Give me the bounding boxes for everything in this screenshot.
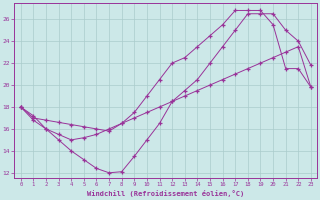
X-axis label: Windchill (Refroidissement éolien,°C): Windchill (Refroidissement éolien,°C) <box>87 190 244 197</box>
